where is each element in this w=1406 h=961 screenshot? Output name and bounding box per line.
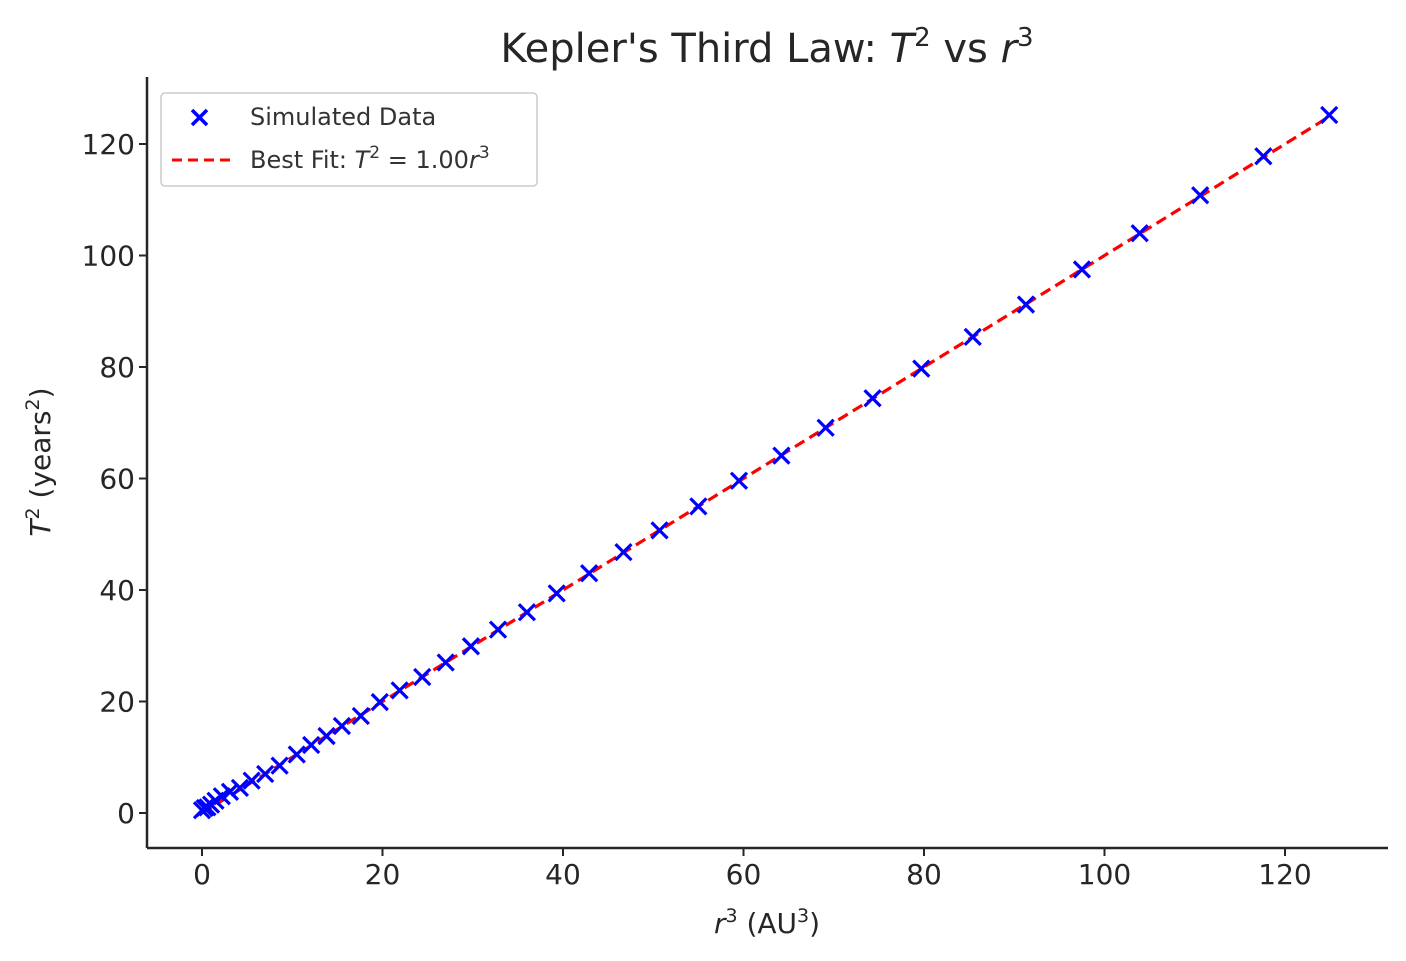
data-point — [729, 471, 749, 490]
data-point — [287, 745, 306, 764]
data-point — [242, 771, 261, 790]
data-point — [332, 716, 352, 736]
data-point — [1320, 105, 1339, 125]
x-tick-label: 20 — [365, 858, 401, 891]
legend-fit-r-exponent: 3 — [479, 143, 490, 163]
data-point — [461, 637, 481, 656]
y-axis-label-unit-exponent: 2 — [22, 398, 44, 410]
y-axis-label-unit: (years — [24, 410, 57, 507]
title-middle: vs — [931, 26, 1001, 72]
data-point — [270, 756, 289, 775]
x-axis-label-variable: r — [714, 907, 727, 940]
legend-fit-r-variable: r — [469, 146, 481, 174]
y-axis-label: T2 (years2) — [22, 387, 57, 536]
data-point — [650, 521, 669, 540]
data-point — [816, 418, 835, 437]
x-axis-label-unit: (AU — [738, 907, 797, 940]
y-tick-label: 120 — [82, 128, 135, 161]
y-axis-label-exponent: 2 — [22, 507, 44, 519]
y-axis-label-variable: T — [24, 518, 57, 537]
data-point — [370, 692, 389, 712]
x-tick-label: 0 — [193, 858, 211, 891]
data-point — [1191, 186, 1210, 205]
title-r-variable: r — [1001, 26, 1020, 72]
legend-frame — [160, 92, 538, 187]
data-point — [1016, 295, 1036, 314]
x-tick-label: 40 — [545, 858, 581, 891]
legend-scatter-marker — [190, 108, 209, 127]
y-tick-label: 0 — [117, 797, 135, 830]
legend-label-simulated-data: Simulated Data — [250, 103, 436, 131]
legend-fit-t-exponent: 2 — [369, 143, 380, 163]
data-point — [547, 584, 566, 603]
y-tick-label: 60 — [99, 463, 135, 496]
legend-label-best-fit: Best Fit: T2 = 1.00r3 — [250, 143, 490, 174]
y-axis-label-close: ) — [24, 387, 57, 398]
legend-fit-t-variable: T — [355, 146, 372, 174]
data-point — [614, 542, 633, 562]
x-tick-label: 60 — [726, 858, 762, 891]
x-axis-label-close: ) — [809, 907, 820, 940]
x-tick-label: 100 — [1078, 858, 1131, 891]
x-axis-label-exponent: 3 — [725, 905, 737, 927]
title-r-exponent: 3 — [1017, 23, 1034, 53]
title-t-exponent: 2 — [914, 23, 931, 53]
data-point — [517, 603, 537, 622]
x-tick-label: 120 — [1258, 858, 1311, 891]
data-point — [351, 706, 370, 726]
chart-title: Kepler's Third Law: T2 vs r3 — [500, 23, 1033, 72]
x-axis-label-unit-exponent: 3 — [797, 905, 809, 927]
y-tick-label: 20 — [99, 686, 135, 719]
title-t-variable: T — [890, 26, 918, 72]
data-point — [1254, 147, 1273, 166]
data-point — [256, 764, 275, 784]
data-point — [772, 446, 791, 465]
data-point — [390, 681, 409, 700]
y-tick-label: 40 — [99, 574, 135, 607]
data-point — [220, 782, 240, 801]
data-point — [413, 667, 432, 687]
x-tick-label: 80 — [906, 858, 942, 891]
data-point — [1072, 260, 1092, 279]
title-prefix: Kepler's Third Law: — [500, 26, 889, 72]
legend: Simulated Data Best Fit: T2 = 1.00r3 — [160, 92, 538, 187]
y-tick-label: 80 — [99, 351, 135, 384]
data-point — [436, 653, 455, 672]
x-axis-label: r3 (AU3) — [714, 905, 820, 940]
data-point — [689, 497, 708, 516]
legend-fit-equation: = 1.00 — [380, 146, 469, 174]
data-points-group — [192, 105, 1339, 820]
data-point — [1130, 224, 1149, 243]
data-point — [302, 735, 321, 755]
y-tick-label: 100 — [82, 240, 135, 273]
data-point — [230, 778, 250, 798]
data-point — [912, 359, 931, 378]
y-axis-ticks: 0 20 40 60 80 100 120 — [82, 128, 147, 830]
data-point — [488, 620, 508, 639]
data-point — [963, 327, 982, 347]
legend-fit-prefix: Best Fit: — [250, 146, 355, 174]
data-point — [580, 564, 599, 583]
x-axis-ticks: 0 20 40 60 80 100 120 — [193, 848, 1312, 891]
data-point — [863, 389, 882, 408]
data-point — [317, 726, 336, 746]
